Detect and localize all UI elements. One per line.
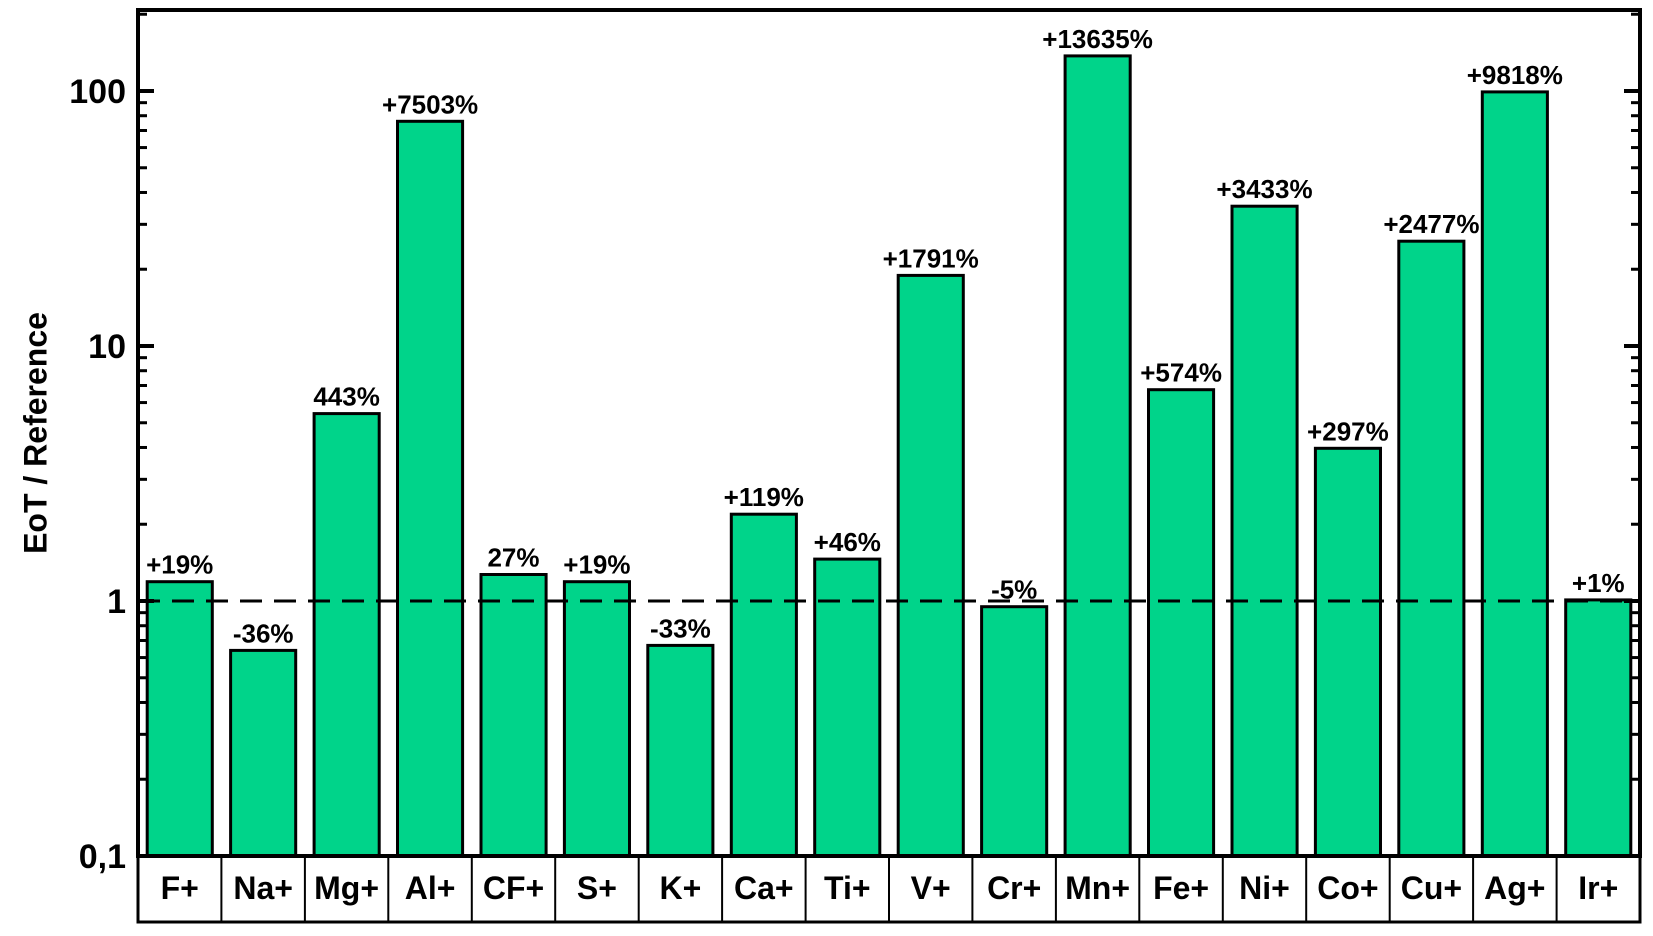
bar-mn — [1063, 54, 1132, 858]
data-label: -36% — [233, 618, 294, 648]
y-tick-label: 1 — [107, 583, 126, 621]
data-label: +7503% — [382, 89, 478, 119]
y-axis-ticks: 0,1 1 10 100 — [69, 12, 1640, 876]
bar-v — [896, 273, 965, 858]
category-label: Cu+ — [1401, 870, 1462, 906]
category-label: Al+ — [405, 870, 456, 906]
category-label: Mn+ — [1065, 870, 1130, 906]
data-label: +297% — [1307, 416, 1389, 446]
bar-mg — [312, 412, 381, 858]
data-label: +2477% — [1383, 209, 1479, 239]
bar-cf — [479, 573, 548, 858]
bar-s — [562, 580, 632, 858]
data-label: +46% — [814, 527, 881, 557]
category-label: K+ — [660, 870, 702, 906]
bar-co — [1313, 446, 1383, 858]
category-label: F+ — [161, 870, 199, 906]
bar-ca — [729, 512, 798, 858]
y-tick-label: 100 — [69, 73, 126, 111]
data-labels: +19% -36% 443% +7503% 27% +19% -33% +119% +46% +1… — [146, 24, 1625, 649]
category-label: S+ — [577, 870, 617, 906]
bar-ni — [1230, 204, 1299, 858]
bar-ir — [1564, 598, 1633, 858]
category-label: Na+ — [233, 870, 293, 906]
category-strip-frame — [136, 854, 1642, 924]
y-tick-label: 10 — [88, 328, 126, 366]
data-label: +19% — [563, 550, 630, 580]
data-label: +1791% — [883, 243, 979, 273]
bar-k — [646, 643, 715, 858]
data-label: -5% — [991, 575, 1037, 605]
data-label: +3433% — [1216, 174, 1312, 204]
category-label: Ag+ — [1484, 870, 1545, 906]
data-label: +574% — [1140, 358, 1222, 388]
category-label: Ca+ — [734, 870, 794, 906]
category-label: Ir+ — [1578, 870, 1618, 906]
category-label: V+ — [911, 870, 951, 906]
data-label: +9818% — [1467, 60, 1563, 90]
bar-cr — [980, 605, 1049, 858]
data-label: +19% — [146, 550, 213, 580]
category-label: Mg+ — [314, 870, 379, 906]
bar-ti — [813, 557, 882, 858]
data-label: +1% — [1572, 568, 1625, 598]
data-label: -33% — [650, 613, 711, 643]
bar-fe — [1147, 388, 1216, 858]
category-label: Ti+ — [824, 870, 871, 906]
bar-al — [396, 119, 465, 858]
category-label: Cr+ — [987, 870, 1041, 906]
data-label: 27% — [487, 543, 539, 573]
category-labels: F+ Na+ Mg+ Al+ CF+ S+ K+ Ca+ Ti+ V+ Cr+ Mn+ Fe+ Ni+ Co… — [136, 854, 1642, 924]
y-tick-label: 0,1 — [79, 838, 126, 876]
bar-na — [229, 648, 298, 858]
category-label: Ni+ — [1239, 870, 1290, 906]
category-label: CF+ — [483, 870, 544, 906]
bars — [145, 54, 1633, 858]
data-label: +13635% — [1042, 24, 1153, 54]
data-label: +119% — [724, 482, 804, 512]
category-label: Co+ — [1317, 870, 1378, 906]
category-label: Fe+ — [1153, 870, 1209, 906]
bar-cu — [1397, 239, 1466, 858]
bar-ag — [1480, 90, 1549, 858]
bar-f — [145, 580, 214, 858]
y-axis-label: EoT / Reference — [17, 312, 53, 554]
data-label: 443% — [313, 382, 380, 412]
